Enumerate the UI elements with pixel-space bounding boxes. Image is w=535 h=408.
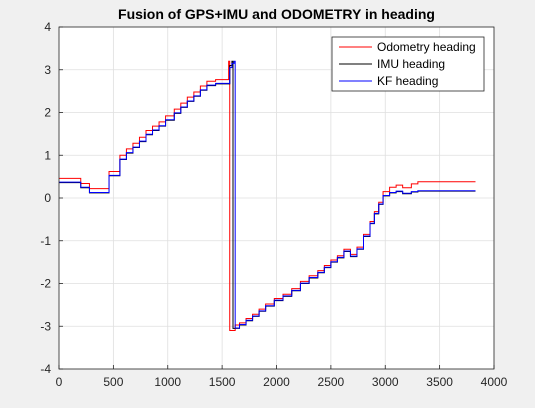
legend-label-odometry-heading: Odometry heading: [377, 40, 476, 54]
y-tick-label: 2: [44, 106, 51, 120]
y-tick-label: -1: [40, 234, 51, 248]
x-tick-label: 2000: [263, 375, 290, 389]
y-tick-label: 1: [44, 148, 51, 162]
legend-label-kf-heading: KF heading: [377, 74, 438, 88]
y-tick-label: -2: [40, 277, 51, 291]
x-tick-label: 3000: [372, 375, 399, 389]
x-tick-label: 500: [103, 375, 123, 389]
x-tick-label: 0: [56, 375, 63, 389]
x-tick-label: 3500: [426, 375, 453, 389]
y-tick-label: 0: [44, 191, 51, 205]
legend-label-imu-heading: IMU heading: [377, 57, 445, 71]
chart-title: Fusion of GPS+IMU and ODOMETRY in headin…: [118, 6, 435, 22]
y-tick-label: -4: [40, 362, 51, 376]
x-tick-label: 1000: [154, 375, 181, 389]
x-tick-label: 4000: [481, 375, 508, 389]
y-tick-label: 4: [44, 20, 51, 34]
x-tick-label: 2500: [318, 375, 345, 389]
legend: Odometry heading IMU heading KF heading: [332, 37, 484, 91]
y-tick-label: 3: [44, 63, 51, 77]
y-tick-label: -3: [40, 319, 51, 333]
x-tick-label: 1500: [209, 375, 236, 389]
